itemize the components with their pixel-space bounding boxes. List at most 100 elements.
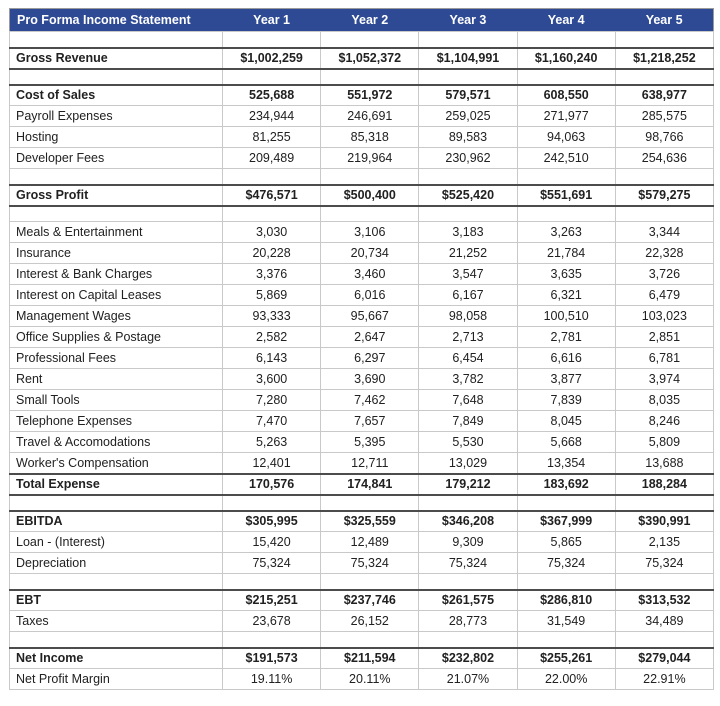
- cell-value: 93,333: [221, 305, 322, 327]
- spacer-cell: [221, 494, 322, 511]
- cell-value: $305,995: [221, 509, 322, 532]
- cell-value: 21,252: [418, 242, 518, 264]
- cell-value: 12,489: [320, 531, 420, 553]
- cell-value: 579,571: [418, 83, 518, 106]
- cell-value: 5,395: [320, 431, 420, 453]
- cell-value: 22.00%: [516, 668, 616, 690]
- spacer-cell: [614, 631, 715, 648]
- cell-value: 6,167: [418, 284, 518, 306]
- row-hosting: Hosting 81,255 85,318 89,583 94,063 98,766: [9, 126, 715, 148]
- cell-value: $346,208: [418, 509, 518, 532]
- cell-value: $1,052,372: [320, 46, 420, 70]
- cell-value: 3,263: [516, 221, 616, 243]
- row-travel-accomodations: Travel & Accomodations 5,263 5,395 5,530 5,6…: [9, 431, 715, 453]
- row-label: Small Tools: [9, 389, 223, 411]
- spacer-cell: [9, 494, 223, 511]
- cell-value: 6,616: [516, 347, 616, 369]
- row-net-profit-margin: Net Profit Margin 19.11% 20.11% 21.07% 22.00…: [9, 668, 715, 690]
- row-interest-on-capital-leases: Interest on Capital Leases 5,869 6,016 6,16…: [9, 284, 715, 306]
- cell-value: 219,964: [320, 147, 420, 169]
- cell-value: $1,160,240: [516, 46, 616, 70]
- cell-value: 13,354: [516, 452, 616, 474]
- cell-value: $237,746: [320, 588, 420, 611]
- spacer-row: [9, 494, 715, 511]
- spacer-cell: [614, 573, 715, 590]
- row-label: Management Wages: [9, 305, 223, 327]
- spacer-cell: [221, 573, 322, 590]
- spacer-cell: [320, 494, 420, 511]
- spacer-cell: [516, 68, 616, 85]
- row-label: Meals & Entertainment: [9, 221, 223, 243]
- spacer-row: [9, 573, 715, 590]
- cell-value: 3,106: [320, 221, 420, 243]
- cell-value: 234,944: [221, 105, 322, 127]
- cell-value: 12,711: [320, 452, 420, 474]
- cell-value: 94,063: [516, 126, 616, 148]
- cell-value: 5,530: [418, 431, 518, 453]
- row-meals-entertainment: Meals & Entertainment 3,030 3,106 3,183 3,26…: [9, 221, 715, 243]
- row-label: Professional Fees: [9, 347, 223, 369]
- cell-value: 5,869: [221, 284, 322, 306]
- spacer-cell: [418, 631, 518, 648]
- cell-value: 7,462: [320, 389, 420, 411]
- row-gross-profit: Gross Profit $476,571 $500,400 $525,420 $551…: [9, 183, 715, 207]
- cell-value: $215,251: [221, 588, 322, 611]
- spacer-cell: [9, 573, 223, 590]
- row-label: Gross Profit: [9, 183, 223, 207]
- cell-value: 551,972: [320, 83, 420, 106]
- cell-value: 170,576: [221, 472, 322, 496]
- row-management-wages: Management Wages 93,333 95,667 98,058 100,51…: [9, 305, 715, 327]
- cell-value: 15,420: [221, 531, 322, 553]
- column-header-year-1: Year 1: [222, 8, 321, 32]
- cell-value: 230,962: [418, 147, 518, 169]
- cell-value: 98,058: [418, 305, 518, 327]
- row-total-expense: Total Expense 170,576 174,841 179,212 183,69…: [9, 472, 715, 496]
- cell-value: 26,152: [320, 610, 420, 632]
- row-payroll-expenses: Payroll Expenses 234,944 246,691 259,025 271…: [9, 105, 715, 127]
- spacer-cell: [418, 494, 518, 511]
- row-rent: Rent 3,600 3,690 3,782 3,877 3,974: [9, 368, 715, 390]
- row-label: Rent: [9, 368, 223, 390]
- spacer-cell: [9, 68, 223, 85]
- cell-value: 3,635: [516, 263, 616, 285]
- cell-value: 3,877: [516, 368, 616, 390]
- cell-value: 2,647: [320, 326, 420, 348]
- cell-value: $286,810: [516, 588, 616, 611]
- cell-value: 6,143: [221, 347, 322, 369]
- row-developer-fees: Developer Fees 209,489 219,964 230,962 242,5…: [9, 147, 715, 169]
- spacer-cell: [418, 31, 518, 48]
- cell-value: 6,321: [516, 284, 616, 306]
- cell-value: 95,667: [320, 305, 420, 327]
- row-small-tools: Small Tools 7,280 7,462 7,648 7,839 8,035: [9, 389, 715, 411]
- table-title: Pro Forma Income Statement: [9, 8, 223, 32]
- cell-value: 2,135: [614, 531, 715, 553]
- row-label: Interest & Bank Charges: [9, 263, 223, 285]
- cell-value: 98,766: [614, 126, 715, 148]
- cell-value: 75,324: [221, 552, 322, 574]
- row-taxes: Taxes 23,678 26,152 28,773 31,549 34,489: [9, 610, 715, 632]
- spacer-cell: [418, 573, 518, 590]
- cell-value: 3,690: [320, 368, 420, 390]
- cell-value: 75,324: [320, 552, 420, 574]
- cell-value: 22.91%: [614, 668, 715, 690]
- cell-value: 246,691: [320, 105, 420, 127]
- cell-value: 31,549: [516, 610, 616, 632]
- cell-value: 7,657: [320, 410, 420, 432]
- spacer-cell: [516, 631, 616, 648]
- row-loan-interest: Loan - (Interest) 15,420 12,489 9,309 5,865 2…: [9, 531, 715, 553]
- table-body: Gross Revenue $1,002,259 $1,052,372 $1,104,…: [9, 31, 715, 690]
- cell-value: 8,246: [614, 410, 715, 432]
- row-office-supplies-postage: Office Supplies & Postage 2,582 2,647 2,713…: [9, 326, 715, 348]
- row-label: Insurance: [9, 242, 223, 264]
- cell-value: $232,802: [418, 646, 518, 669]
- cell-value: 525,688: [221, 83, 322, 106]
- spacer-cell: [221, 31, 322, 48]
- cell-value: 20.11%: [320, 668, 420, 690]
- row-label: Interest on Capital Leases: [9, 284, 223, 306]
- row-label: Net Profit Margin: [9, 668, 223, 690]
- spacer-cell: [614, 494, 715, 511]
- cell-value: 3,782: [418, 368, 518, 390]
- cell-value: 259,025: [418, 105, 518, 127]
